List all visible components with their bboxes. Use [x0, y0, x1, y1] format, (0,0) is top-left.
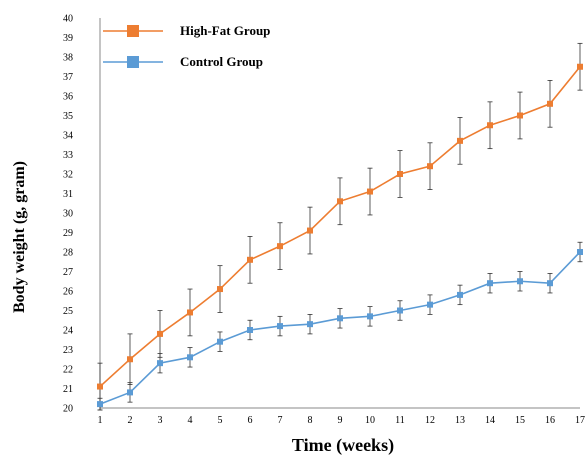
data-point	[457, 291, 463, 298]
data-point	[277, 323, 283, 330]
y-tick-label: 32	[63, 170, 73, 181]
data-point	[397, 171, 403, 177]
plot-area	[97, 18, 583, 411]
data-point	[307, 227, 313, 234]
x-axis-title: Time (weeks)	[292, 435, 394, 455]
data-point	[337, 315, 343, 322]
data-point	[577, 249, 583, 255]
x-tick-label: 16	[545, 415, 555, 426]
data-point	[397, 307, 403, 314]
data-point	[517, 112, 523, 119]
y-tick-label: 23	[63, 345, 73, 356]
y-tick-label: 40	[63, 14, 73, 25]
data-point	[337, 198, 343, 205]
legend-entry-1: Control Group	[103, 54, 263, 69]
x-tick-label: 10	[365, 415, 375, 426]
y-tick-label: 31	[63, 189, 73, 200]
x-tick-label: 12	[425, 415, 435, 426]
x-tick-label: 1	[98, 415, 103, 426]
y-tick-label: 35	[63, 111, 73, 122]
x-tick-label: 3	[158, 415, 163, 426]
data-point	[217, 338, 223, 345]
series-1	[97, 241, 583, 411]
x-tick-label: 7	[278, 415, 283, 426]
data-point	[457, 137, 463, 144]
y-axis-ticks: 20 21 22 23 24 25 26 27 28 29 30 31 32 33 34 35 36 37 38 39…	[63, 14, 73, 415]
y-tick-label: 30	[63, 209, 73, 220]
x-tick-label: 14	[485, 415, 495, 426]
y-tick-label: 25	[63, 306, 73, 317]
data-point	[307, 321, 313, 328]
data-point	[127, 356, 133, 363]
data-point	[487, 280, 493, 287]
x-tick-label: 8	[308, 415, 313, 426]
legend-marker	[127, 56, 139, 68]
data-point	[127, 389, 133, 396]
y-tick-label: 28	[63, 248, 73, 259]
data-point	[187, 354, 193, 361]
y-tick-label: 20	[63, 404, 73, 415]
data-point	[157, 330, 163, 337]
data-point	[97, 383, 103, 390]
x-tick-label: 17	[575, 415, 585, 426]
y-tick-label: 34	[63, 131, 73, 142]
x-tick-label: 4	[188, 415, 193, 426]
y-tick-label: 21	[63, 384, 73, 395]
legend-label: Control Group	[180, 54, 263, 69]
y-tick-label: 27	[63, 267, 73, 278]
data-point	[157, 360, 163, 367]
y-tick-label: 38	[63, 53, 73, 64]
data-point	[427, 163, 433, 170]
data-point	[187, 309, 193, 316]
y-tick-label: 29	[63, 228, 73, 239]
legend-label: High-Fat Group	[180, 23, 270, 38]
x-tick-label: 6	[248, 415, 253, 426]
legend-entry-0: High-Fat Group	[103, 23, 270, 38]
x-tick-label: 5	[218, 415, 223, 426]
data-point	[97, 401, 103, 408]
y-tick-label: 22	[63, 365, 73, 376]
y-tick-label: 39	[63, 33, 73, 44]
legend: High-Fat Group Control Group	[103, 23, 270, 69]
data-point	[487, 122, 493, 129]
y-tick-label: 37	[63, 72, 73, 83]
data-point	[367, 313, 373, 320]
x-axis-ticks: 1 2 3 4 5 6 7 8 9 10 11 12 13 14 15 16 17	[98, 415, 586, 426]
data-point	[427, 301, 433, 308]
data-point	[217, 286, 223, 293]
x-tick-label: 15	[515, 415, 525, 426]
y-tick-label: 24	[63, 326, 73, 337]
legend-marker	[127, 25, 139, 37]
data-point	[517, 278, 523, 285]
y-axis-title: Body weight (g, gram)	[11, 161, 28, 313]
x-tick-label: 11	[395, 415, 405, 426]
data-point	[547, 100, 553, 107]
x-tick-label: 9	[338, 415, 343, 426]
data-point	[577, 63, 583, 70]
y-tick-label: 26	[63, 287, 73, 298]
data-point	[367, 188, 373, 195]
series-0	[97, 42, 583, 411]
data-point	[247, 256, 253, 263]
y-tick-label: 36	[63, 92, 73, 103]
x-tick-label: 2	[128, 415, 133, 426]
series-line	[99, 66, 581, 388]
data-point	[547, 280, 553, 287]
data-point	[247, 327, 253, 333]
y-tick-label: 33	[63, 150, 73, 161]
data-point	[277, 243, 283, 250]
x-tick-label: 13	[455, 415, 465, 426]
